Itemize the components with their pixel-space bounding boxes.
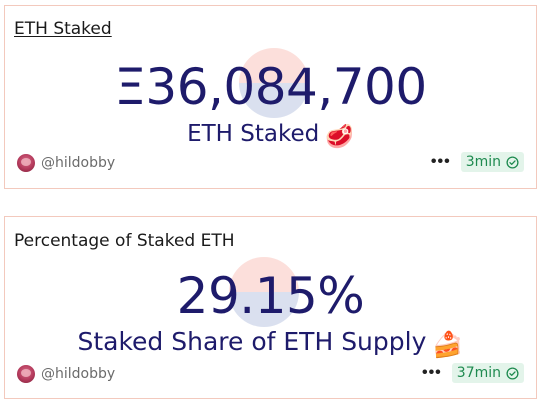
- card-controls: ••• 37min: [422, 363, 524, 383]
- counter-value: Ξ36,084,700: [114, 58, 427, 116]
- widget-card-eth-staked: ETH Staked Ξ36,084,700 ETH Staked 🥩 @hild…: [4, 5, 537, 189]
- counter-subtitle-text: Staked Share of ETH Supply: [77, 327, 427, 356]
- counter-subtitle-text: ETH Staked: [187, 121, 320, 147]
- card-title-link[interactable]: ETH Staked: [14, 19, 112, 39]
- counter-subtitle: ETH Staked 🥩: [5, 121, 536, 150]
- avatar: [17, 154, 35, 172]
- dune-logo-icon: [239, 48, 309, 118]
- check-circle-icon: [506, 155, 519, 169]
- more-horizontal-icon[interactable]: •••: [430, 153, 451, 170]
- widget-card-staked-percentage: Percentage of Staked ETH 29.15% Staked S…: [4, 216, 537, 399]
- refresh-time-badge[interactable]: 37min: [451, 363, 524, 383]
- refresh-time-badge[interactable]: 3min: [460, 152, 524, 172]
- refresh-time-label: 3min: [465, 154, 501, 170]
- counter-subtitle: Staked Share of ETH Supply 🍰: [5, 327, 536, 360]
- counter-value: 29.15%: [176, 267, 365, 325]
- more-horizontal-icon[interactable]: •••: [421, 364, 442, 381]
- author-link[interactable]: @hildobby: [17, 365, 115, 383]
- author-name: @hildobby: [41, 366, 116, 382]
- author-name: @hildobby: [41, 155, 116, 171]
- cake-icon: 🍰: [432, 330, 464, 359]
- card-title-link[interactable]: Percentage of Staked ETH: [14, 231, 235, 251]
- steak-icon: 🥩: [325, 124, 354, 150]
- check-circle-icon: [506, 366, 519, 380]
- dune-logo-icon: [229, 257, 299, 327]
- refresh-time-label: 37min: [456, 365, 501, 381]
- card-controls: ••• 3min: [431, 152, 524, 172]
- author-link[interactable]: @hildobby: [17, 154, 115, 172]
- avatar: [17, 365, 35, 383]
